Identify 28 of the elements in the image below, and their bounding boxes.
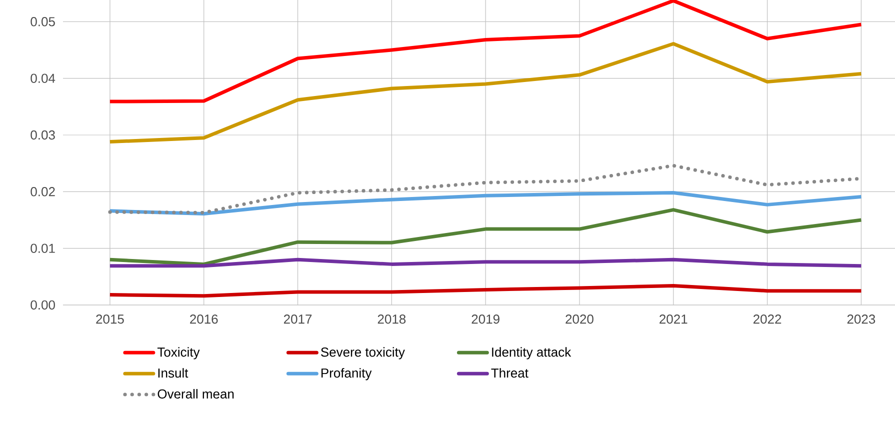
y-tick-label: 0.01 <box>30 244 55 253</box>
y-tick-label: 0.03 <box>30 130 55 140</box>
legend-label: Profanity <box>321 368 372 380</box>
x-tick-label: 2022 <box>753 314 782 324</box>
x-tick-label: 2021 <box>660 314 688 324</box>
y-tick-label: 0.04 <box>30 74 56 83</box>
legend-label: Identity attack <box>492 347 572 360</box>
x-tick-label: 2020 <box>566 314 594 324</box>
line-series <box>108 0 863 104</box>
legend-label: Toxicity <box>157 347 200 360</box>
line-series <box>108 208 863 266</box>
x-tick-label: 2019 <box>472 314 500 324</box>
line-series <box>108 191 863 216</box>
x-tick-label: 2017 <box>284 314 312 324</box>
x-tick-label: 2015 <box>96 314 124 324</box>
line-series <box>108 284 863 298</box>
x-tick-label: 2018 <box>378 314 406 324</box>
line-series <box>108 42 863 144</box>
x-tick-label: 2023 <box>847 314 876 324</box>
y-tick-label: 0.00 <box>30 300 55 310</box>
x-tick-label: 2016 <box>190 314 218 324</box>
legend-label: Insult <box>158 368 188 378</box>
legend-label: Severe toxicity <box>321 347 405 360</box>
legend-label: Threat <box>491 368 528 378</box>
y-tick-label: 0.02 <box>30 187 55 196</box>
legend-label: Overall mean <box>158 389 234 399</box>
y-tick-label: 0.05 <box>30 17 55 26</box>
line-series <box>108 258 863 268</box>
